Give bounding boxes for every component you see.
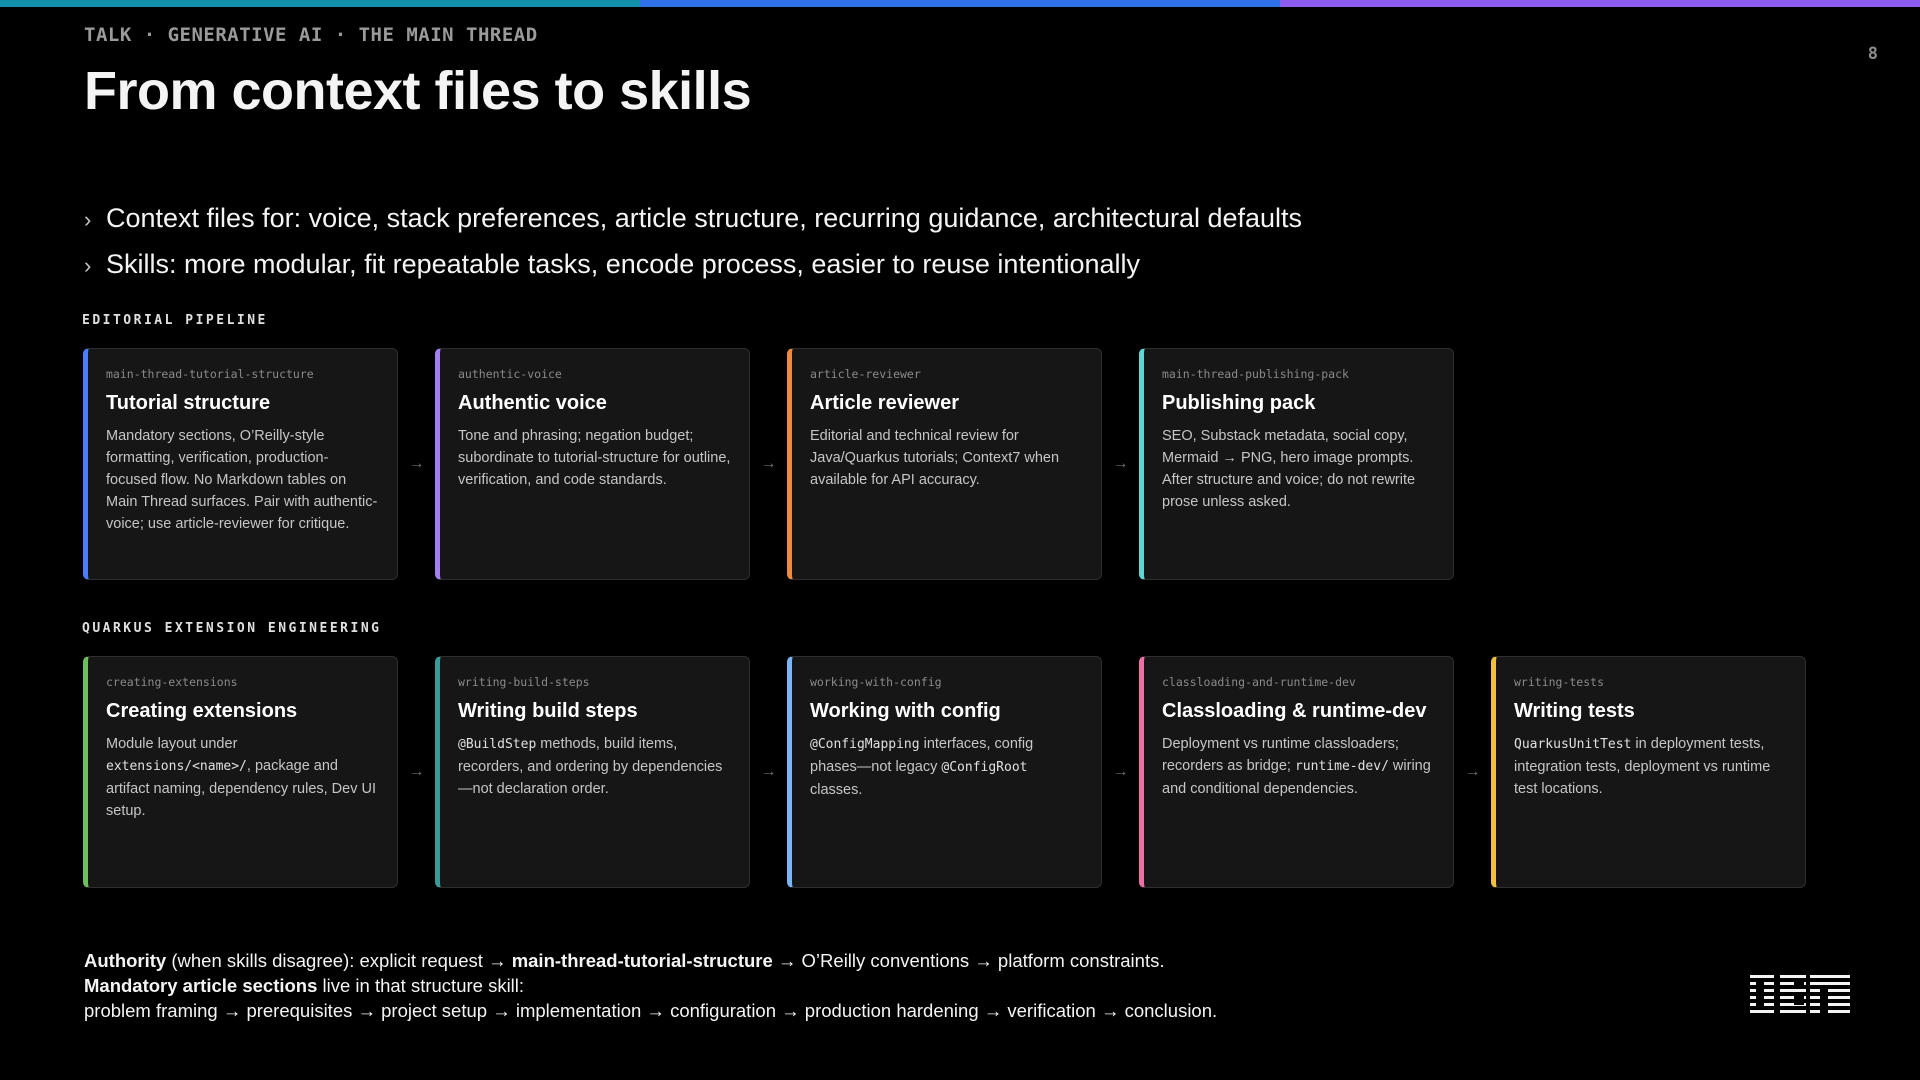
description-text: Deployment vs runtime classloaders; reco…: [1162, 736, 1399, 774]
chevron-right-icon: ›: [84, 207, 92, 232]
description-text: interfaces, config phases—not legacy: [810, 736, 1034, 775]
skill-card[interactable]: main-thread-publishing-pack Publishing pa…: [1139, 348, 1454, 580]
skill-title: Publishing pack: [1162, 392, 1316, 414]
section-label-editorial: EDITORIAL PIPELINE: [82, 313, 268, 328]
skill-card[interactable]: writing-build-steps Writing build steps @B…: [435, 656, 750, 888]
skill-card[interactable]: creating-extensions Creating extensions Mo…: [83, 656, 398, 888]
description-text: wiring and conditional dependencies.: [1162, 758, 1431, 797]
skill-title: Tutorial structure: [106, 392, 271, 414]
skill-title: Writing tests: [1514, 700, 1635, 722]
footer-text: (when skills disagree): explicit request…: [166, 950, 512, 971]
bullet-item: › Context files for: voice, stack prefere…: [84, 196, 1302, 242]
top-accent-bar: [0, 0, 1920, 7]
inline-code: @BuildStep: [458, 737, 537, 752]
skill-slug: authentic-voice: [458, 367, 562, 381]
arrow-right-icon: →: [408, 763, 425, 780]
skill-description: @ConfigMapping interfaces, config phases…: [810, 733, 1083, 801]
quarkus-engineering-row: creating-extensions Creating extensions Mo…: [83, 656, 1806, 888]
bullet-text: Context files for: voice, stack preferen…: [106, 203, 1303, 233]
skill-card[interactable]: classloading-and-runtime-dev Classloading…: [1139, 656, 1454, 888]
skill-slug: main-thread-publishing-pack: [1162, 367, 1349, 381]
skill-description: Editorial and technical review for Java/…: [810, 425, 1083, 491]
skill-slug: writing-tests: [1514, 675, 1605, 689]
arrow-right-icon: →: [1112, 455, 1129, 472]
page-number: 8: [1867, 44, 1878, 64]
inline-code: extensions/<name>/: [106, 759, 247, 774]
footer-text: → O’Reilly conventions → platform constr…: [772, 950, 1165, 971]
description-text: Mandatory sections, O’Reilly-style forma…: [106, 428, 378, 532]
skill-title: Article reviewer: [810, 392, 959, 414]
footer-emphasis: Mandatory article sections: [84, 975, 318, 996]
skill-slug: classloading-and-runtime-dev: [1162, 675, 1356, 689]
footer-line: problem framing → prerequisites → projec…: [84, 998, 1217, 1023]
arrow-right-icon: →: [408, 455, 425, 472]
bullet-text: Skills: more modular, fit repeatable tas…: [106, 249, 1141, 279]
skill-description: @BuildStep methods, build items, recorde…: [458, 733, 731, 800]
skill-title: Authentic voice: [458, 392, 607, 414]
description-text: , package and artifact naming, dependenc…: [106, 758, 376, 819]
inline-code: runtime-dev/: [1294, 759, 1389, 774]
skill-card[interactable]: writing-tests Writing tests QuarkusUnitTes…: [1491, 656, 1806, 888]
skill-card[interactable]: main-thread-tutorial-structure Tutorial s…: [83, 348, 398, 580]
skill-slug: writing-build-steps: [458, 675, 590, 689]
description-text: classes.: [810, 782, 863, 798]
skill-description: Tone and phrasing; negation budget; subo…: [458, 425, 731, 491]
footer-emphasis: Authority: [84, 950, 167, 971]
inline-code: @ConfigRoot: [941, 760, 1028, 775]
skill-title: Working with config: [810, 700, 1001, 722]
arrow-right-icon: →: [1464, 763, 1481, 780]
skill-slug: creating-extensions: [106, 675, 238, 689]
skill-card[interactable]: working-with-config Working with config @C…: [787, 656, 1102, 888]
page-title: From context files to skills: [84, 61, 752, 121]
kicker: TALK · GENERATIVE AI · THE MAIN THREAD: [84, 24, 538, 46]
ibm-logo: [1750, 973, 1850, 1013]
description-text: methods, build items, recorders, and ord…: [458, 736, 723, 797]
skill-title: Classloading & runtime-dev: [1162, 700, 1427, 722]
bullet-item: › Skills: more modular, fit repeatable ta…: [84, 242, 1302, 288]
accent-segment: [0, 0, 640, 7]
arrow-right-icon: →: [760, 455, 777, 472]
skill-slug: main-thread-tutorial-structure: [106, 367, 314, 381]
skill-description: Deployment vs runtime classloaders; reco…: [1162, 733, 1435, 800]
accent-segment: [1280, 0, 1920, 7]
footer-text: live in that structure skill:: [317, 975, 525, 996]
inline-code: @ConfigMapping: [810, 737, 920, 752]
skill-title: Creating extensions: [106, 700, 298, 722]
bullet-list: › Context files for: voice, stack prefere…: [84, 196, 1302, 288]
editorial-pipeline-row: main-thread-tutorial-structure Tutorial s…: [83, 348, 1454, 580]
skill-card[interactable]: article-reviewer Article reviewer Editoria…: [787, 348, 1102, 580]
skill-slug: working-with-config: [810, 675, 942, 689]
inline-code: QuarkusUnitTest: [1514, 737, 1632, 752]
description-text: SEO, Substack metadata, social copy, Mer…: [1162, 428, 1416, 510]
description-text: Tone and phrasing; negation budget; subo…: [458, 428, 731, 488]
accent-segment: [640, 0, 1280, 7]
footer-notes: Authority (when skills disagree): explic…: [84, 948, 1217, 1023]
section-label-quarkus: QUARKUS EXTENSION ENGINEERING: [82, 621, 382, 636]
skill-description: Mandatory sections, O’Reilly-style forma…: [106, 425, 379, 535]
footer-line: Mandatory article sections live in that …: [84, 973, 1217, 998]
arrow-right-icon: →: [1112, 763, 1129, 780]
description-text: in deployment tests, integration tests, …: [1514, 736, 1771, 797]
skill-description: QuarkusUnitTest in deployment tests, int…: [1514, 733, 1787, 800]
footer-line: Authority (when skills disagree): explic…: [84, 948, 1217, 973]
footer-text: problem framing → prerequisites → projec…: [84, 1000, 1218, 1021]
skill-description: Module layout under extensions/<name>/, …: [106, 733, 379, 822]
skill-title: Writing build steps: [458, 700, 638, 722]
skill-card[interactable]: authentic-voice Authentic voice Tone and p…: [435, 348, 750, 580]
skill-slug: article-reviewer: [810, 367, 921, 381]
description-text: Editorial and technical review for Java/…: [810, 428, 1060, 488]
chevron-right-icon: ›: [84, 253, 92, 278]
skill-description: SEO, Substack metadata, social copy, Mer…: [1162, 425, 1435, 513]
footer-emphasis: main-thread-tutorial-structure: [511, 950, 773, 971]
arrow-right-icon: →: [760, 763, 777, 780]
description-text: Module layout under: [106, 736, 238, 752]
